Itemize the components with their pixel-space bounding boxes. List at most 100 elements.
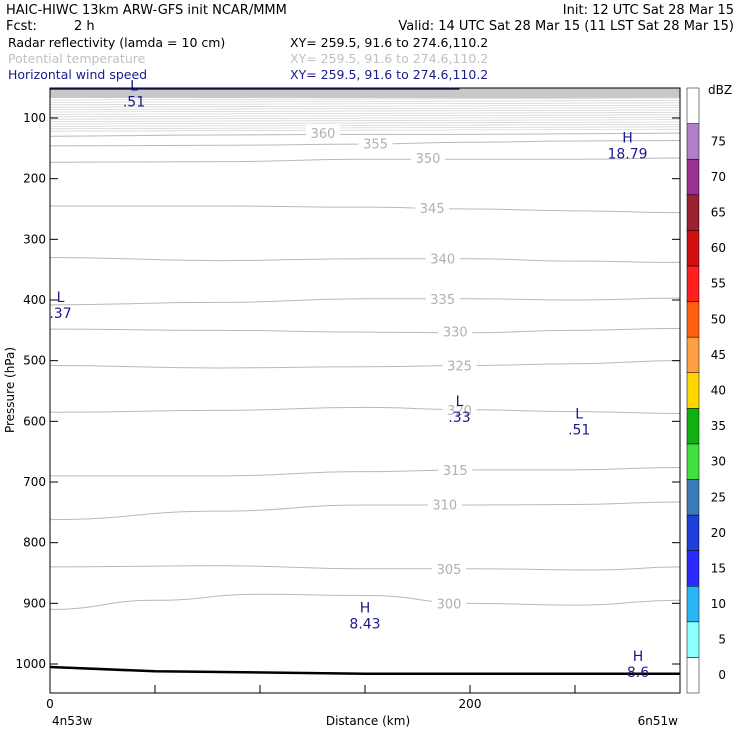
y-tick-label-900: 900 [23,596,46,610]
y-tick-label-100: 100 [23,111,46,125]
extremum-marker-1: H [622,130,633,146]
colorbar-label-40: 40 [711,384,726,398]
colorbar-label-15: 15 [711,561,726,575]
theta-label-310: 310 [432,498,457,513]
upper-band-line [49,124,681,127]
theta-contour-340 [49,257,681,263]
y-tick-label-400: 400 [23,293,46,307]
colorbar-swatch-3 [686,550,700,587]
theta-contour-335 [49,297,681,306]
theta-label-bg [438,461,473,477]
x-tick-label-0: 0 [46,697,54,711]
extremum-value-6: 8.6 [627,665,649,681]
colorbar-label-5: 5 [718,633,726,647]
colorbar-label-75: 75 [711,134,726,148]
y-axis: 100 200 300 400 500 600 700 800 900 1000 [15,111,680,671]
field-xy-2: XY= 259.5, 91.6 to 274.6,110.2 [290,67,488,82]
theta-contours: 300 305 310 315 320 325 330 335 340 345 350 355 360 [49,125,681,612]
colorbar-label-30: 30 [711,455,726,469]
extremum-marker-2: L [57,290,65,306]
colorbar-swatch-16 [686,87,700,124]
theta-contour-360 [49,132,681,137]
x-axis: 0 200 [46,685,681,711]
theta-contour-330 [49,328,681,334]
colorbar-unit: dBZ [708,83,732,97]
theta-label-300: 300 [437,597,462,612]
theta-contour-305 [49,565,681,571]
extremum-marker-4: L [575,406,583,422]
extremum-marker-3: L [456,394,464,410]
extremum-value-4: .51 [568,422,590,438]
colorbar-label-20: 20 [711,526,726,540]
plot-area: 300305310315320325330335340345350355360 … [3,79,681,728]
terrain-line [49,665,680,675]
extremum-value-1: 18.79 [607,146,647,162]
field-xy-1: XY= 259.5, 91.6 to 274.6,110.2 [290,51,488,66]
plot-background [50,88,680,693]
theta-contour-355 [49,139,681,147]
extremum-marker-5: H [360,600,371,616]
upper-band-line [49,97,681,101]
colorbar-swatch-15 [686,123,700,160]
colorbar-swatch-10 [686,301,700,338]
colorbar-swatch-6 [686,443,700,480]
x-start-label: 4n53w [52,714,93,728]
upper-band-line [49,114,681,118]
extremum-marker-0: L [130,79,138,95]
colorbar-label-0: 0 [718,668,726,682]
colorbar-swatch-7 [686,408,700,445]
colorbar-swatch-13 [686,194,700,231]
y-tick-label-800: 800 [23,536,46,550]
colorbar-swatch-14 [686,158,700,196]
colorbar-label-10: 10 [711,597,726,611]
upper-band-line [49,102,681,106]
theta-label-330: 330 [443,326,468,341]
theta-label-bg [432,595,466,611]
field-name-2: Horizontal wind speed [8,67,147,82]
theta-contour-310 [49,501,681,521]
upper-band-line [49,126,681,130]
terrain-surface [49,665,680,675]
extremum-value-5: 8.43 [349,616,380,632]
x-end-label: 6n51w [638,714,679,728]
theta-label-360: 360 [311,127,336,142]
y-tick-label-700: 700 [23,475,46,489]
theta-label-bg [442,401,477,417]
theta-label-bg [425,250,460,266]
theta-contour-345 [50,205,681,214]
x-tick-label-200: 200 [459,697,482,711]
theta-label-bg [411,150,445,166]
upper-band-line [49,107,681,110]
colorbar-label-35: 35 [711,419,726,433]
theta-label-bg [427,496,462,512]
theta-label-320: 320 [447,404,472,419]
field-name-0: Radar reflectivity (lamda = 10 cm) [8,35,225,50]
upper-band-line [49,112,681,115]
theta-label-350: 350 [416,152,441,167]
y-tick-label-300: 300 [23,232,46,246]
theta-label-325: 325 [447,360,472,375]
theta-label-340: 340 [430,253,455,268]
upper-contour-band [49,88,681,132]
y-axis-label: Pressure (hPa) [3,347,17,433]
theta-label-355: 355 [363,137,388,152]
colorbar-swatch-2 [686,585,700,623]
theta-label-345: 345 [420,202,445,217]
colorbar: dBZ 0 5 10 15 20 25 30 35 40 45 50 55 60 65 70 75 [686,83,732,694]
theta-contour-315 [50,466,681,477]
colorbar-label-50: 50 [711,312,726,326]
colorbar-swatch-11 [686,265,700,302]
colorbar-label-55: 55 [711,277,726,291]
theta-label-305: 305 [437,563,462,578]
colorbar-swatch-1 [686,621,700,658]
theta-label-bg [425,290,460,306]
y-tick-label-600: 600 [23,414,46,428]
theta-label-315: 315 [443,464,468,479]
upper-band-line [49,100,681,103]
y-tick-label-200: 200 [23,172,46,186]
theta-label-335: 335 [430,293,455,308]
colorbar-swatch-8 [686,372,700,409]
header-init: Init: 12 UTC Sat 28 Mar 15 [563,3,734,18]
